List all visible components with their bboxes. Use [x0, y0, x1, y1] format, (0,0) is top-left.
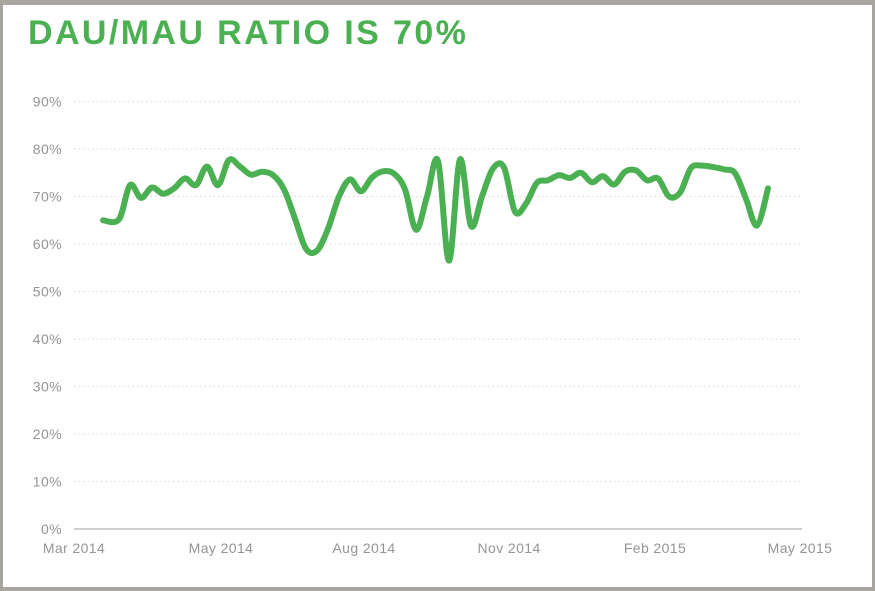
x-axis-label: Mar 2014 [43, 540, 105, 556]
y-axis-label: 80% [33, 141, 62, 157]
gridline-group [74, 101, 802, 530]
x-axis-label: Nov 2014 [478, 540, 541, 556]
y-axis-label: 10% [33, 474, 62, 490]
y-axis-label: 30% [33, 379, 62, 395]
series-group [100, 155, 771, 264]
y-axis-label: 20% [33, 426, 62, 442]
y-axis-label: 50% [33, 284, 62, 300]
x-axis-labels: Mar 2014 May 2014 Aug 2014 Nov 2014 Feb 2015… [43, 540, 833, 556]
y-axis-label: 40% [33, 331, 62, 347]
x-axis-label: May 2015 [768, 540, 833, 556]
y-axis-label: 70% [33, 189, 62, 205]
y-axis-label: 60% [33, 236, 62, 252]
x-axis-label: May 2014 [189, 540, 254, 556]
y-axis-labels: 0% 10% 20% 30% 40% 50% 60% 70% 80% 90% [33, 94, 62, 538]
page-title: DAU/MAU RATIO IS 70% [28, 14, 469, 52]
ratio-line [100, 155, 771, 264]
x-axis-label: Feb 2015 [624, 540, 686, 556]
y-axis-label: 90% [33, 94, 62, 110]
y-axis-label: 0% [41, 521, 62, 537]
x-axis-label: Aug 2014 [332, 540, 395, 556]
